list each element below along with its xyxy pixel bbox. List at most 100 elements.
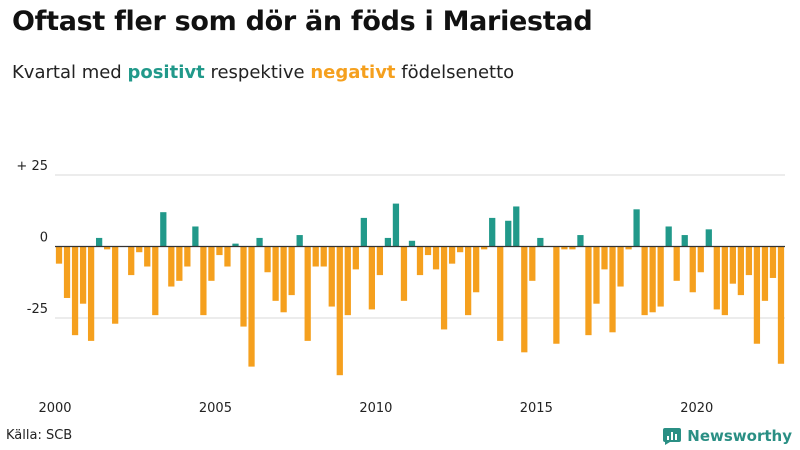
bar-negative xyxy=(689,246,696,293)
bar-negative xyxy=(288,246,295,296)
grid-lines xyxy=(55,174,785,319)
bar-positive xyxy=(95,237,103,247)
bar-negative xyxy=(657,246,664,307)
subtitle-prefix: Kvartal med xyxy=(12,62,122,83)
y-tick-label: 0 xyxy=(40,231,48,246)
bar-negative xyxy=(368,246,375,310)
bar-negative xyxy=(617,246,624,287)
bar-negative xyxy=(208,246,215,281)
bar-negative xyxy=(112,246,119,324)
y-tick-label: + 25 xyxy=(16,159,48,174)
bar-negative xyxy=(248,246,255,367)
bar-negative xyxy=(721,246,728,316)
bar-negative xyxy=(71,246,79,336)
bar-positive xyxy=(681,235,688,247)
bar-negative xyxy=(561,246,568,250)
bar-negative xyxy=(424,246,432,256)
bar-negative xyxy=(200,246,207,316)
bar-negative xyxy=(416,246,424,276)
bar-positive xyxy=(192,226,199,247)
bar-negative xyxy=(240,246,247,327)
bar-negative xyxy=(745,246,753,276)
bar-negative xyxy=(609,246,616,333)
bar-negative xyxy=(440,246,448,330)
bar-negative xyxy=(641,246,648,316)
bar-positive xyxy=(232,243,239,247)
bar-negative xyxy=(521,246,528,353)
bar-negative xyxy=(224,246,231,267)
legend-negative: negativt xyxy=(310,62,396,83)
x-tick-label: 2005 xyxy=(199,401,232,416)
bar-negative xyxy=(128,246,135,276)
bar-negative xyxy=(216,246,223,256)
legend-positive: positivt xyxy=(127,62,205,83)
bar-negative xyxy=(320,246,327,267)
bar-negative xyxy=(456,246,464,253)
subtitle-suffix: födelsenetto xyxy=(401,62,515,83)
bar-negative xyxy=(769,246,777,278)
bar-negative xyxy=(336,246,343,376)
brand-name: Newsworthy xyxy=(687,427,792,445)
bar-positive xyxy=(160,212,167,247)
bar-negative xyxy=(280,246,287,313)
bar-positive xyxy=(577,235,584,247)
bar-positive xyxy=(360,217,367,247)
bar-negative xyxy=(553,246,560,344)
bar-positive xyxy=(256,237,263,247)
bar-negative xyxy=(328,246,335,307)
bar-negative xyxy=(400,246,408,301)
bar-negative xyxy=(304,246,311,341)
bar-positive xyxy=(705,229,712,247)
bar-negative xyxy=(737,246,745,296)
bar-negative xyxy=(55,246,63,264)
bar-negative xyxy=(63,246,71,298)
bar-negative xyxy=(585,246,592,336)
bar-negative xyxy=(272,246,279,301)
bar-negative xyxy=(465,246,472,316)
bar-negative xyxy=(673,246,680,281)
brand-logo[interactable]: Newsworthy xyxy=(662,426,792,446)
axes: + 25 0 -25 2000 2005 2010 2015 2020 xyxy=(16,159,785,416)
bar-negative xyxy=(473,246,480,293)
bar-negative xyxy=(352,246,359,270)
bar-negative xyxy=(761,246,769,301)
bar-negative xyxy=(569,246,576,250)
bar-negative xyxy=(87,246,95,341)
bar-positive xyxy=(392,203,400,247)
bar-negative xyxy=(432,246,440,270)
bar-positive xyxy=(489,217,496,247)
bar-negative xyxy=(144,246,151,267)
bar-positive xyxy=(665,226,672,247)
bar-negative xyxy=(136,246,143,253)
bar-negative xyxy=(168,246,175,287)
bar-negative xyxy=(176,246,183,281)
bar-negative xyxy=(729,246,736,284)
bar-positive xyxy=(633,209,640,247)
bar-negative xyxy=(344,246,351,316)
source-note: Källa: SCB xyxy=(6,428,73,443)
bar-negative xyxy=(497,246,504,341)
newsworthy-logo-icon xyxy=(663,428,682,445)
bar-negative xyxy=(79,246,87,304)
bar-negative xyxy=(104,246,111,250)
bar-positive xyxy=(513,206,520,247)
bar-negative xyxy=(753,246,761,344)
x-tick-label: 2015 xyxy=(520,401,553,416)
y-tick-label: -25 xyxy=(27,302,48,317)
bar-negative xyxy=(713,246,720,310)
bar-positive xyxy=(537,237,544,247)
chart-subtitle: Kvartal med positivt respektive negativt… xyxy=(12,62,514,83)
bar-negative xyxy=(697,246,704,273)
bar-negative xyxy=(777,246,785,364)
x-tick-label: 2010 xyxy=(359,401,392,416)
bar-positive xyxy=(408,240,416,247)
x-tick-label: 2020 xyxy=(680,401,713,416)
bar-negative xyxy=(448,246,456,264)
bar-negative xyxy=(625,246,632,250)
bar-positive xyxy=(296,235,303,247)
bar-negative xyxy=(312,246,319,267)
bar-negative xyxy=(593,246,600,304)
bar-positive xyxy=(505,220,512,247)
subtitle-middle: respektive xyxy=(210,62,305,83)
